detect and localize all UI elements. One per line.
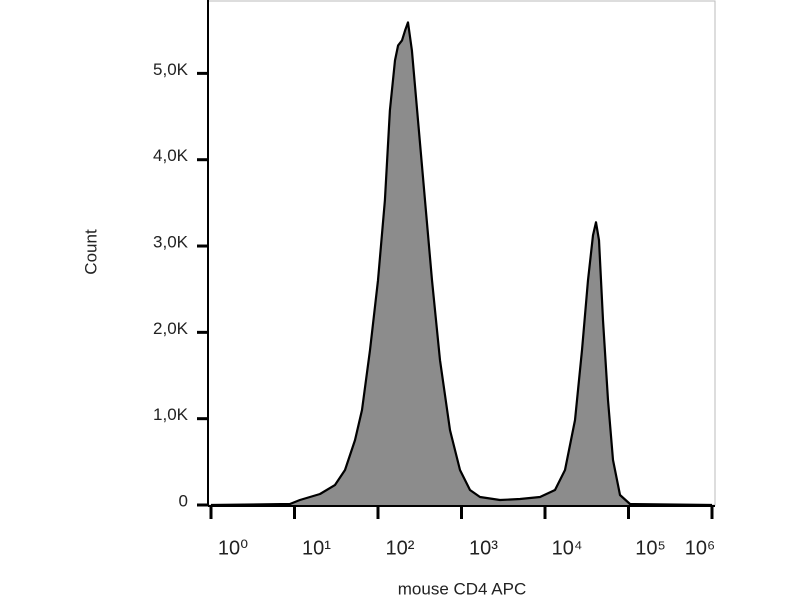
y-tick-label: 3,0K	[153, 233, 189, 252]
y-axis-label: Count	[81, 229, 100, 275]
y-tick-label: 4,0K	[153, 146, 189, 165]
x-tick-label: 10⁴	[552, 537, 583, 559]
x-axis-label: mouse CD4 APC	[398, 579, 527, 598]
x-tick-label: 10³	[469, 537, 498, 559]
x-tick-label: 10⁶	[685, 537, 715, 559]
x-tick-label: 10⁵	[635, 537, 666, 559]
y-tick-label: 5,0K	[153, 60, 189, 79]
x-tick-label: 10¹	[302, 537, 331, 559]
x-tick-label: 10⁰	[218, 537, 248, 559]
plot-frame	[207, 0, 716, 506]
y-tick-label: 2,0K	[153, 319, 189, 338]
histogram-outline	[210, 21, 713, 507]
x-tick-label: 10²	[386, 537, 415, 559]
histogram-area	[211, 22, 712, 506]
y-tick-label: 0	[179, 491, 188, 510]
y-tick-label: 1,0K	[153, 405, 189, 424]
